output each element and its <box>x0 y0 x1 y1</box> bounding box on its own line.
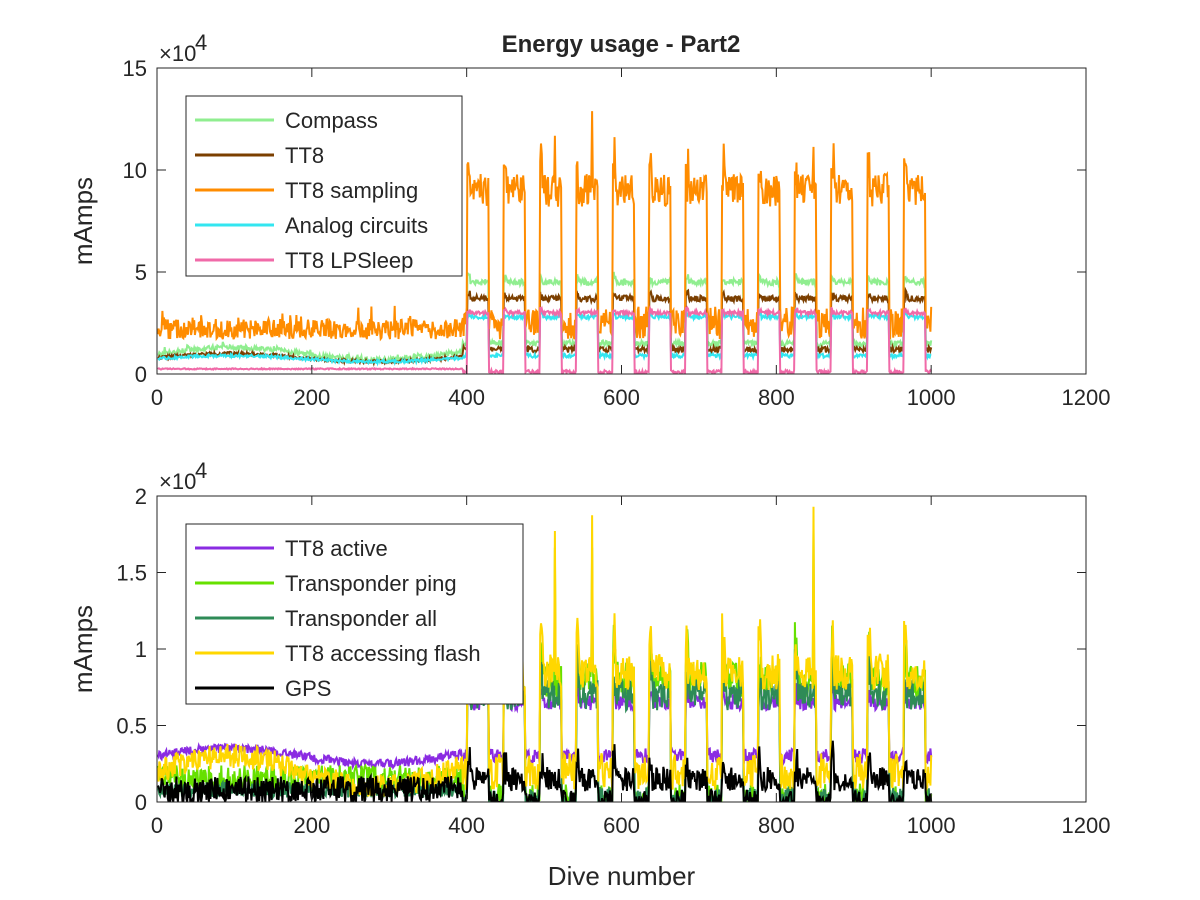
top-series-tt8-sampling <box>157 111 933 342</box>
top-series-tt8-lpsleep <box>157 304 933 374</box>
top-y-exponent-label: ×10 <box>159 41 196 66</box>
top-legend-box <box>185 95 463 277</box>
top-legend-entry: Compass <box>285 108 378 133</box>
top-y-axis-label: mAmps <box>68 177 98 265</box>
top-x-tick-label: 800 <box>758 385 795 410</box>
bottom-y-exponent-label: ×10 <box>159 469 196 494</box>
top-y-exponent-power: 4 <box>195 30 207 55</box>
bottom-legend-entry: TT8 active <box>285 536 388 561</box>
bottom-y-axis-label: mAmps <box>68 605 98 693</box>
bottom-legend-box <box>185 523 524 705</box>
bottom-x-tick-label: 1000 <box>907 813 956 838</box>
bottom-x-tick-label: 200 <box>293 813 330 838</box>
bottom-y-tick-label: 2 <box>135 484 147 509</box>
top-x-tick-label: 400 <box>448 385 485 410</box>
top-y-tick-label: 5 <box>135 260 147 285</box>
bottom-y-tick-label: 1 <box>135 637 147 662</box>
bottom-x-axis-label: Dive number <box>548 861 696 891</box>
bottom-legend-entry: GPS <box>285 676 331 701</box>
top-ticks: 0 200 400 600 800 1000 1200 0 5 10 15 <box>123 56 1111 410</box>
top-x-tick-label: 600 <box>603 385 640 410</box>
top-y-tick-label: 15 <box>123 56 147 81</box>
bottom-legend: TT8 active Transponder ping Transponder al… <box>185 523 524 705</box>
top-legend-entry: Analog circuits <box>285 213 428 238</box>
bottom-y-tick-label: 0.5 <box>116 714 147 739</box>
top-x-tick-label: 1000 <box>907 385 956 410</box>
bottom-legend-entry: Transponder all <box>285 606 437 631</box>
bottom-legend-entry: Transponder ping <box>285 571 457 596</box>
bottom-x-tick-label: 800 <box>758 813 795 838</box>
bottom-x-tick-label: 1200 <box>1062 813 1111 838</box>
bottom-y-tick-label: 1.5 <box>116 561 147 586</box>
bottom-x-tick-label: 600 <box>603 813 640 838</box>
bottom-y-tick-label: 0 <box>135 790 147 815</box>
bottom-series-gps <box>157 740 933 802</box>
top-series-compass <box>157 271 933 366</box>
bottom-x-tick-label: 400 <box>448 813 485 838</box>
top-legend-entry: TT8 sampling <box>285 178 418 203</box>
figure-title: Energy usage - Part2 <box>502 31 741 58</box>
top-series-analog-circuits <box>157 306 932 367</box>
top-x-tick-label: 0 <box>151 385 163 410</box>
top-x-tick-label: 200 <box>293 385 330 410</box>
top-series-lines <box>157 111 933 374</box>
top-legend-entry: TT8 LPSleep <box>285 248 413 273</box>
bottom-series-tt8-accessing-flash <box>157 506 933 798</box>
top-legend: Compass TT8 TT8 sampling Analog circuits TT8… <box>185 95 463 277</box>
top-y-tick-label: 0 <box>135 362 147 387</box>
bottom-y-exponent-power: 4 <box>195 458 207 483</box>
bottom-axes: 0 200 400 600 800 1000 1200 0 0.5 1 1.5 2 ×10 4 mAm… <box>68 458 1110 891</box>
top-x-tick-label: 1200 <box>1062 385 1111 410</box>
bottom-series-lines <box>157 506 933 802</box>
bottom-ticks: 0 200 400 600 800 1000 1200 0 0.5 1 1.5 2 <box>116 484 1110 838</box>
top-y-tick-label: 10 <box>123 158 147 183</box>
bottom-legend-entry: TT8 accessing flash <box>285 641 481 666</box>
bottom-x-tick-label: 0 <box>151 813 163 838</box>
top-legend-entry: TT8 <box>285 143 324 168</box>
